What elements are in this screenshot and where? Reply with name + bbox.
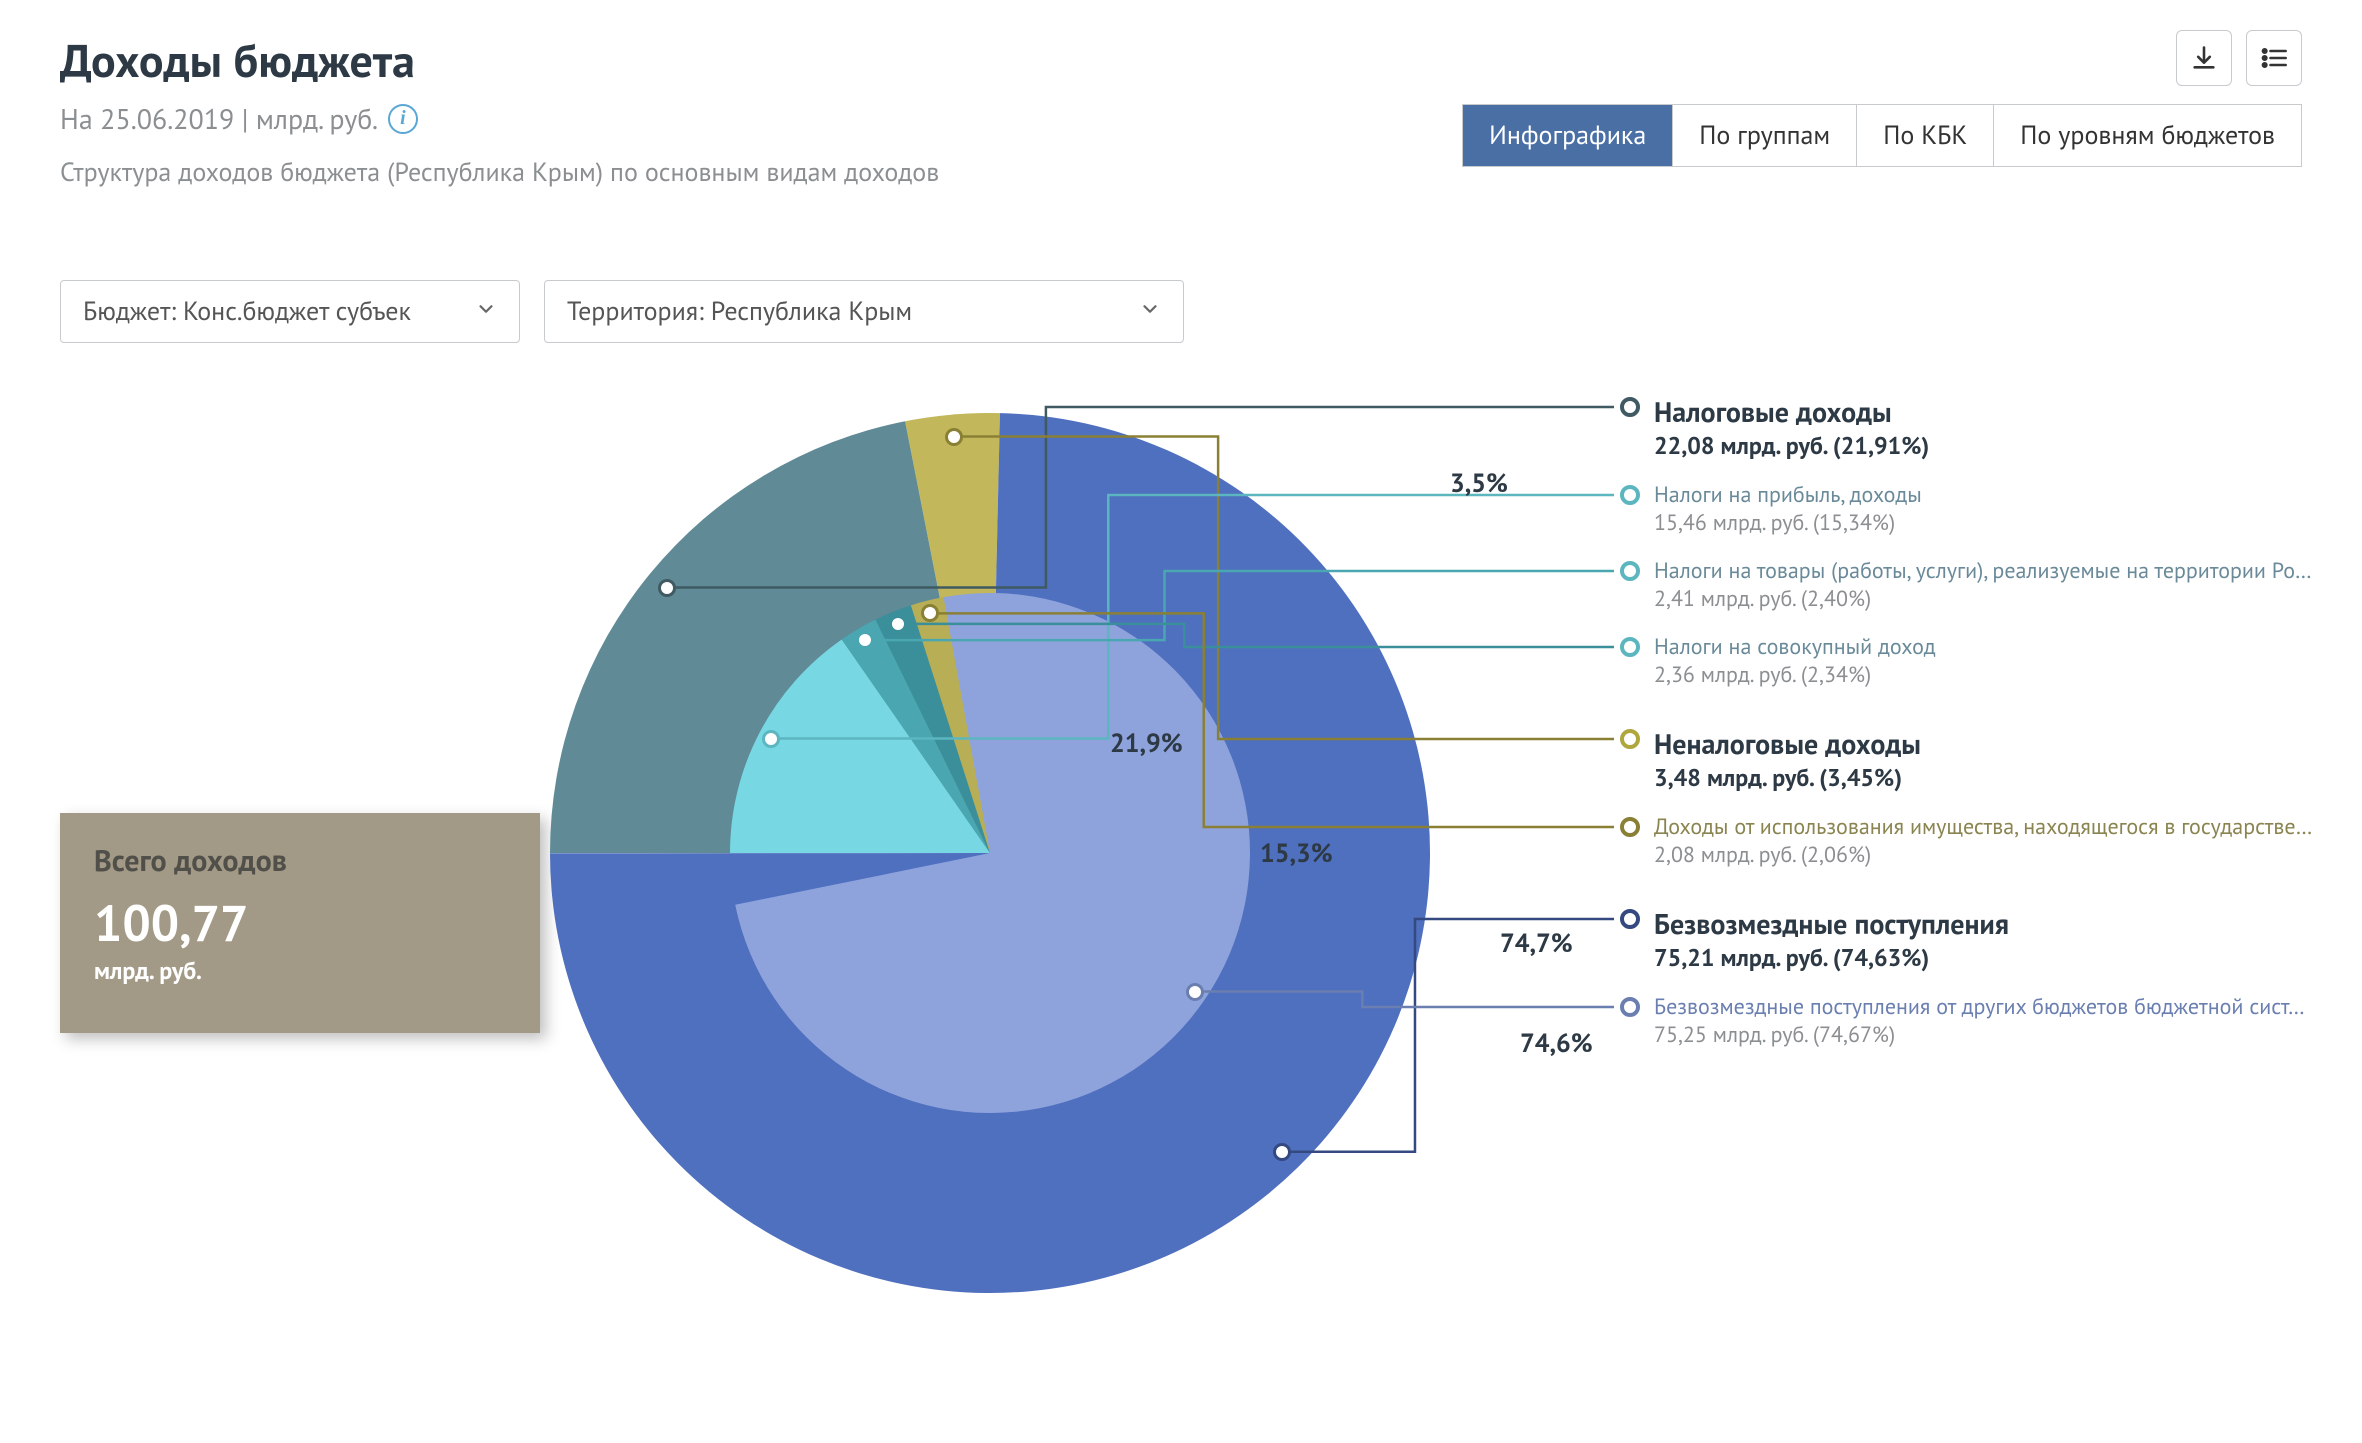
tab-2[interactable]: По КБК	[1857, 105, 1994, 166]
legend-item-nontax-0[interactable]: Доходы от использования имущества, наход…	[1620, 813, 2360, 869]
download-button[interactable]	[2176, 30, 2232, 86]
total-box: Всего доходов 100,77 млрд. руб.	[60, 813, 540, 1033]
page-title: Доходы бюджета	[60, 30, 939, 90]
territory-select-label: Территория: Республика Крым	[567, 295, 912, 328]
total-label: Всего доходов	[94, 841, 506, 880]
legend-item-value: 2,08 млрд. руб. (2,06%)	[1654, 841, 2312, 869]
budget-select[interactable]: Бюджет: Конс.бюджет субъек	[60, 280, 520, 343]
legend-title-grants: Безвозмездные поступления	[1654, 905, 2009, 942]
slice-label-tax: 21,9%	[1110, 727, 1183, 760]
slice-anchor-tax_total	[889, 615, 907, 633]
slice-label-nontax: 3,5%	[1450, 467, 1508, 500]
legend-item-value: 15,46 млрд. руб. (15,34%)	[1654, 509, 1922, 537]
legend-item-title: Налоги на совокупный доход	[1654, 633, 1936, 661]
legend-sub-nontax: 3,48 млрд. руб. (3,45%)	[1654, 762, 1921, 793]
territory-select[interactable]: Территория: Республика Крым	[544, 280, 1184, 343]
legend-item-title: Доходы от использования имущества, наход…	[1654, 813, 2312, 841]
slice-anchor-tax_profit	[762, 730, 780, 748]
legend-title-tax: Налоговые доходы	[1654, 393, 1929, 430]
legend-item-grants-0[interactable]: Безвозмездные поступления от других бюдж…	[1620, 993, 2360, 1049]
tab-3[interactable]: По уровням бюджетов	[1994, 105, 2301, 166]
legend-item-value: 2,41 млрд. руб. (2,40%)	[1654, 585, 2312, 613]
page-subtitle: На 25.06.2019 | млрд. руб.	[60, 100, 378, 137]
legend-item-tax-1[interactable]: Налоги на товары (работы, услуги), реали…	[1620, 557, 2360, 613]
legend-title-nontax: Неналоговые доходы	[1654, 725, 1921, 762]
legend-sub-grants: 75,21 млрд. руб. (74,63%)	[1654, 942, 2009, 973]
slice-label-grants_sub: 74,6%	[1520, 1027, 1593, 1060]
legend-item-tax-0[interactable]: Налоги на прибыль, доходы15,46 млрд. руб…	[1620, 481, 2360, 537]
page-description: Структура доходов бюджета (Республика Кр…	[60, 155, 939, 190]
legend-item-value: 75,25 млрд. руб. (74,67%)	[1654, 1021, 2305, 1049]
chevron-down-icon	[1139, 295, 1161, 328]
slice-label-grants: 74,7%	[1500, 927, 1573, 960]
legend-header-tax[interactable]: Налоговые доходы22,08 млрд. руб. (21,91%…	[1620, 393, 2360, 461]
legend-item-title: Налоги на прибыль, доходы	[1654, 481, 1922, 509]
chart-area: Всего доходов 100,77 млрд. руб. Налоговы…	[60, 383, 2302, 1443]
legend-item-title: Безвозмездные поступления от других бюдж…	[1654, 993, 2305, 1021]
chevron-down-icon	[475, 295, 497, 328]
budget-select-label: Бюджет: Конс.бюджет субъек	[83, 295, 411, 328]
slice-anchor-tax_goods	[856, 631, 874, 649]
view-tabs: ИнфографикаПо группамПо КБКПо уровням бю…	[1462, 104, 2302, 167]
download-icon	[2190, 44, 2218, 72]
legend-item-value: 2,36 млрд. руб. (2,34%)	[1654, 661, 1936, 689]
tab-0[interactable]: Инфографика	[1463, 105, 1673, 166]
total-value: 100,77	[94, 890, 506, 955]
legend-item-tax-2[interactable]: Налоги на совокупный доход2,36 млрд. руб…	[1620, 633, 2360, 689]
legend-item-title: Налоги на товары (работы, услуги), реали…	[1654, 557, 2312, 585]
legend-header-grants[interactable]: Безвозмездные поступления75,21 млрд. руб…	[1620, 905, 2360, 973]
legend: Налоговые доходы22,08 млрд. руб. (21,91%…	[1620, 393, 2360, 1085]
slice-label-tax_profit: 15,3%	[1260, 837, 1333, 870]
info-icon[interactable]: i	[388, 104, 418, 134]
total-unit: млрд. руб.	[94, 955, 506, 986]
slice-anchor-tax	[658, 579, 676, 597]
list-view-button[interactable]	[2246, 30, 2302, 86]
legend-sub-tax: 22,08 млрд. руб. (21,91%)	[1654, 430, 1929, 461]
list-icon	[2259, 44, 2289, 72]
tab-1[interactable]: По группам	[1673, 105, 1857, 166]
slice-anchor-nontax	[945, 428, 963, 446]
legend-header-nontax[interactable]: Неналоговые доходы3,48 млрд. руб. (3,45%…	[1620, 725, 2360, 793]
slice-anchor-grants_sub	[1186, 983, 1204, 1001]
